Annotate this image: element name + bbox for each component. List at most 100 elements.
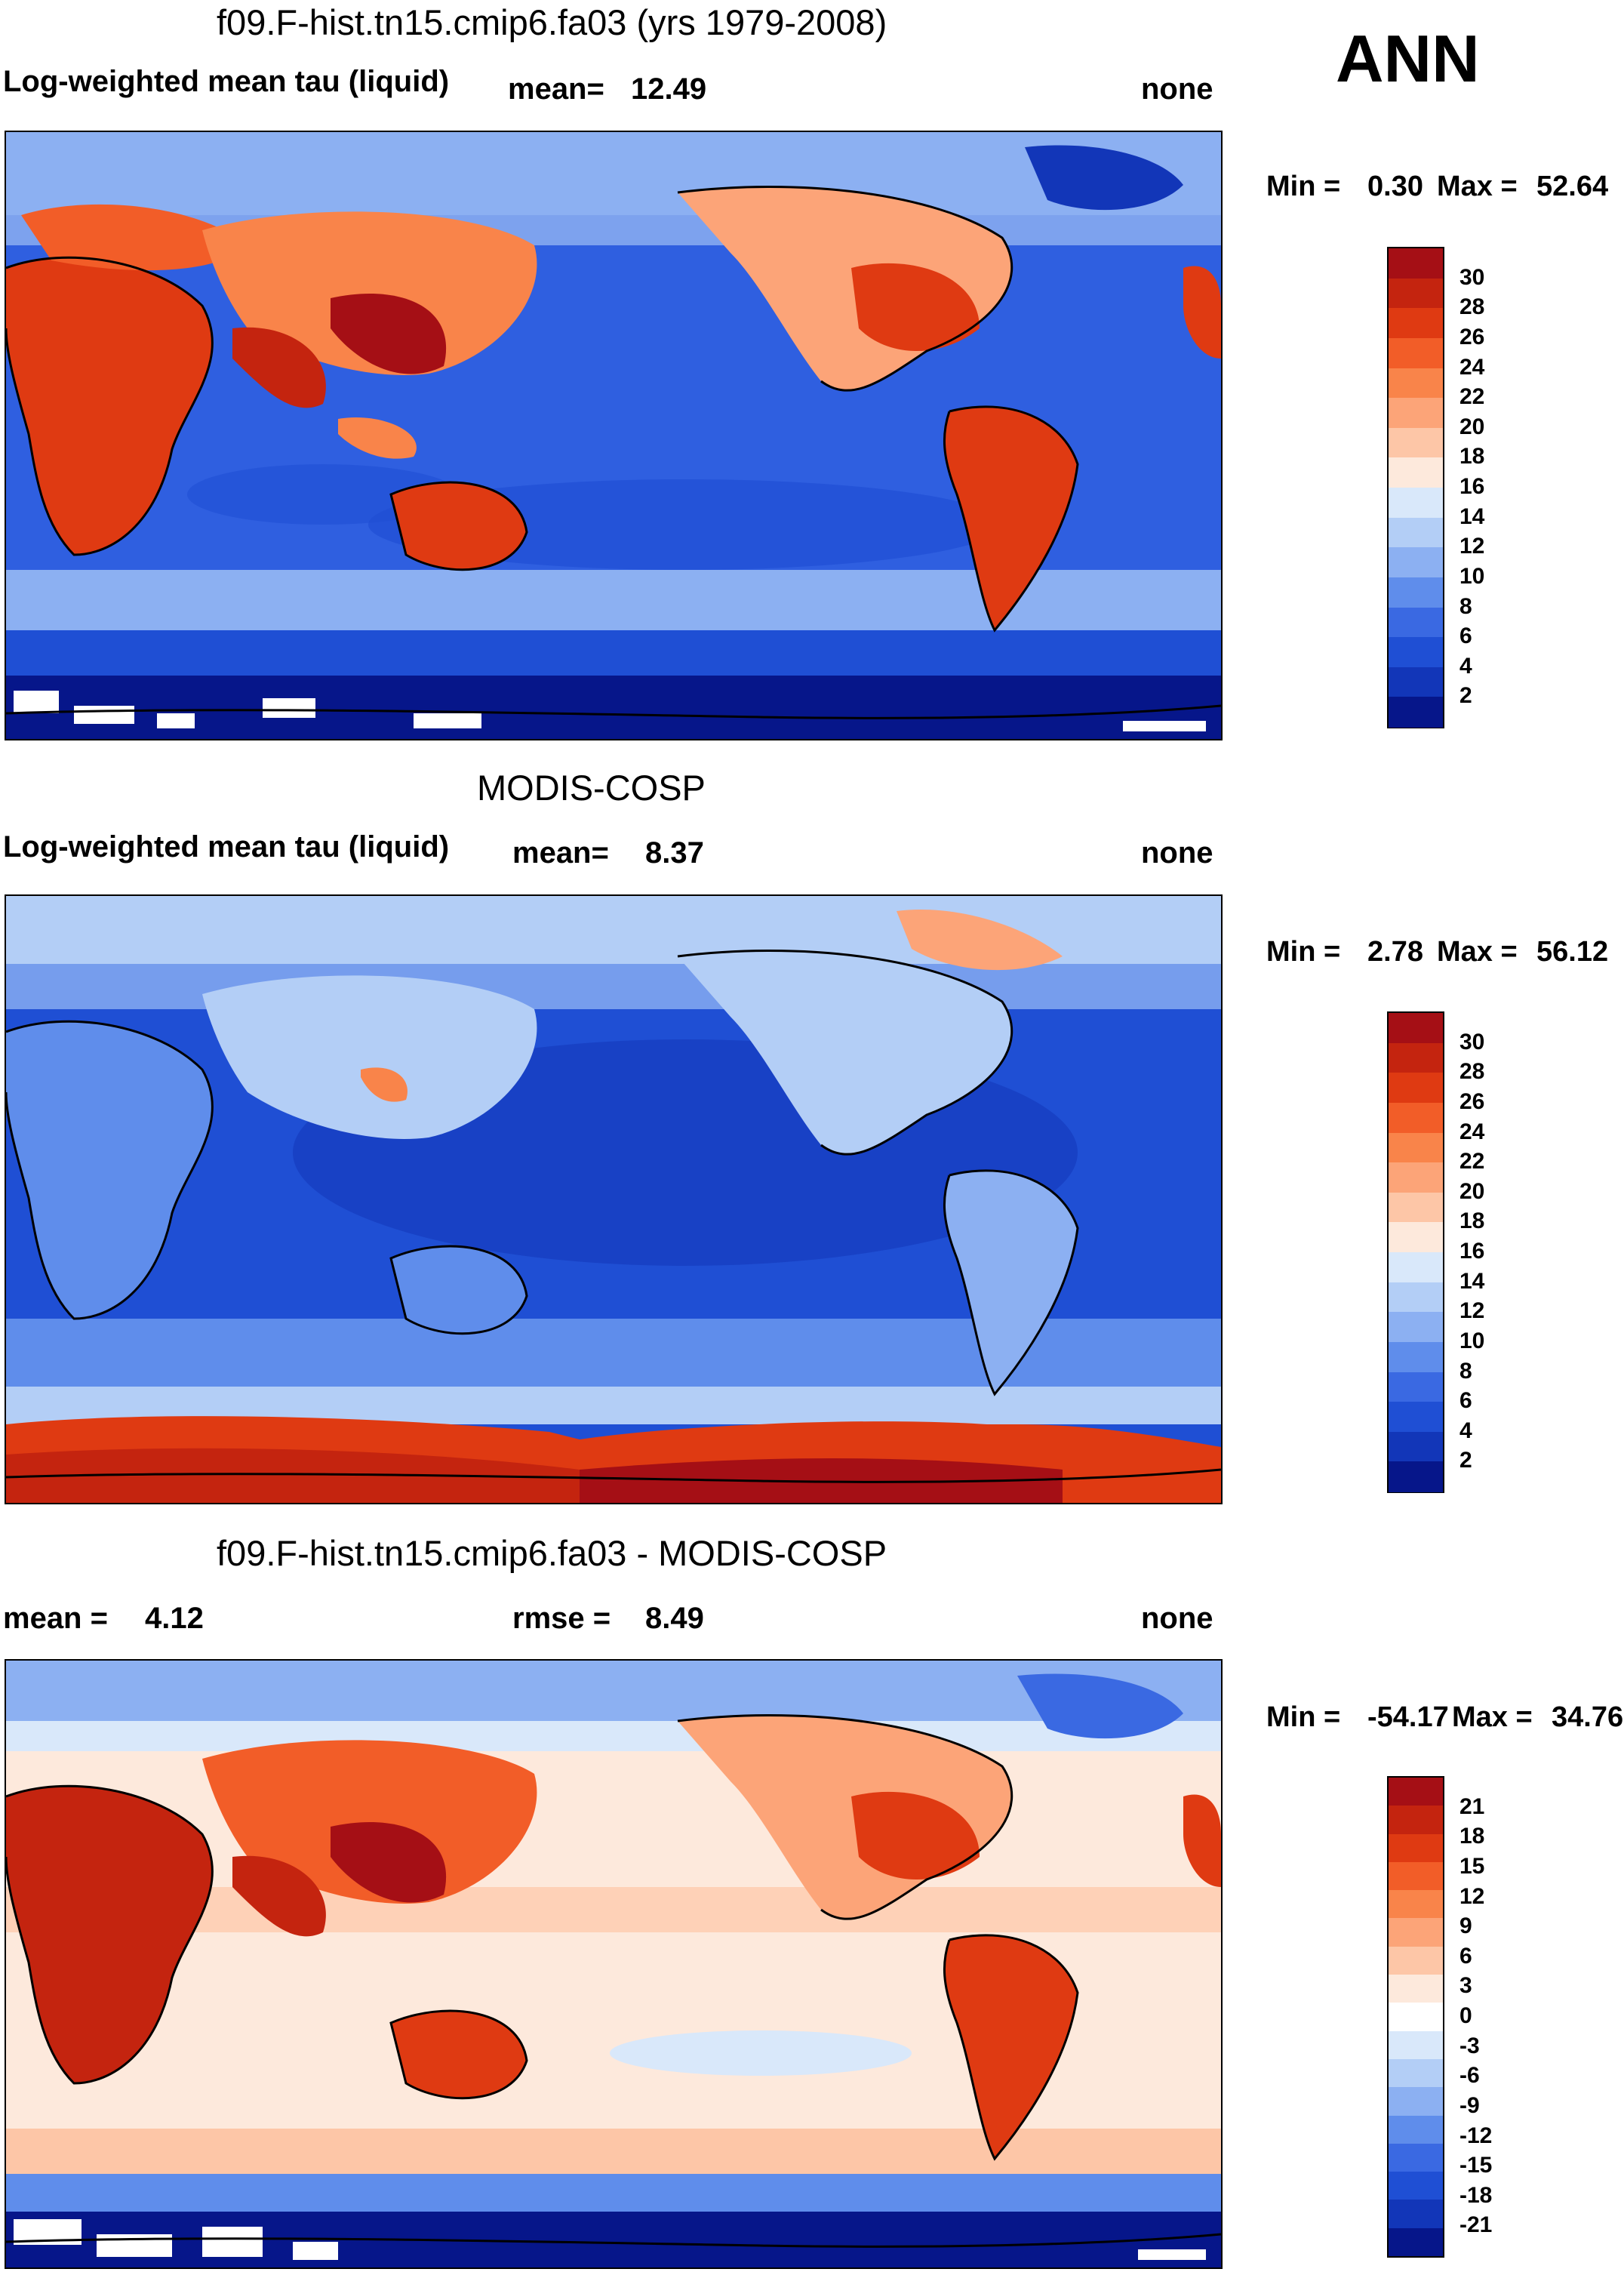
- colorbar-tick-label: 15: [1459, 1853, 1485, 1879]
- mean-value: 8.37: [645, 836, 704, 870]
- max-value: 56.12: [1536, 936, 1609, 968]
- colorbar-segment: [1389, 1222, 1443, 1253]
- colorbar-segment: [1389, 577, 1443, 608]
- colorbar-segment: [1389, 368, 1443, 399]
- colorbar-tick-label: 8: [1459, 593, 1472, 619]
- colorbar-tick-label: 2: [1459, 1448, 1472, 1473]
- colorbar-segment: [1389, 607, 1443, 638]
- map-model: [5, 131, 1223, 740]
- colorbar-segment: [1389, 1312, 1443, 1343]
- colorbar-segment: [1389, 1102, 1443, 1133]
- colorbar-tick-label: 16: [1459, 1239, 1485, 1264]
- variable-label: Log-weighted mean tau (liquid): [3, 830, 450, 864]
- colorbar-tick-label: -9: [1459, 2092, 1480, 2118]
- colorbar-tick-label: -3: [1459, 2033, 1480, 2058]
- colorbar-segment: [1389, 1402, 1443, 1433]
- colorbar-segment: [1389, 1806, 1443, 1835]
- colorbar-segment: [1389, 2087, 1443, 2117]
- colorbar-segment: [1389, 488, 1443, 519]
- min-value: 2.78: [1367, 936, 1423, 968]
- colorbar-segment: [1389, 1073, 1443, 1104]
- colorbar-tick-label: 30: [1459, 1029, 1485, 1054]
- colorbar-segment: [1389, 2143, 1443, 2172]
- colorbar-obs: [1387, 1011, 1444, 1493]
- colorbar-tick-label: 0: [1459, 2003, 1472, 2028]
- colorbar-tick-label: 20: [1459, 414, 1485, 439]
- colorbar-segment: [1389, 2115, 1443, 2144]
- colorbar-tick-label: 16: [1459, 474, 1485, 499]
- colorbar-segment: [1389, 1778, 1443, 1806]
- variable-label: Log-weighted mean tau (liquid): [3, 65, 450, 98]
- season-label: ANN: [1336, 21, 1480, 96]
- colorbar-segment: [1389, 427, 1443, 458]
- colorbar-tick-label: 18: [1459, 1824, 1485, 1849]
- panel-title: MODIS-COSP: [477, 768, 706, 808]
- panel-title: f09.F-hist.tn15.cmip6.fa03 (yrs 1979-200…: [217, 2, 887, 42]
- colorbar-tick-label: 8: [1459, 1358, 1472, 1384]
- colorbar-segment: [1389, 1192, 1443, 1223]
- colorbar-tick-label: -6: [1459, 2063, 1480, 2089]
- colorbar-tick-label: 2: [1459, 683, 1472, 709]
- rmse-label: rmse =: [512, 1602, 611, 1635]
- colorbar-segment: [1389, 2003, 1443, 2032]
- colorbar-tick-label: 24: [1459, 1119, 1485, 1144]
- colorbar-tick-label: 9: [1459, 1913, 1472, 1939]
- colorbar-tick-label: 6: [1459, 1388, 1472, 1414]
- colorbar-segment: [1389, 1890, 1443, 1919]
- colorbar-tick-label: -21: [1459, 2212, 1493, 2238]
- colorbar-tick-label: -18: [1459, 2182, 1493, 2208]
- colorbar-tick-label: 26: [1459, 324, 1485, 349]
- mean-value: 12.49: [631, 72, 707, 106]
- colorbar-segment: [1389, 278, 1443, 309]
- colorbar-segment: [1389, 667, 1443, 697]
- colorbar-segment: [1389, 398, 1443, 429]
- colorbar-diff: [1387, 1776, 1444, 2258]
- colorbar-segment: [1389, 2030, 1443, 2060]
- colorbar-segment: [1389, 1861, 1443, 1891]
- colorbar-segment: [1389, 2058, 1443, 2088]
- mean-label: mean =: [3, 1602, 108, 1635]
- colorbar-tick-label: 30: [1459, 264, 1485, 290]
- colorbar-tick-label: 3: [1459, 1973, 1472, 1999]
- panel-title: f09.F-hist.tn15.cmip6.fa03 - MODIS-COSP: [217, 1533, 887, 1573]
- map-obs: [5, 894, 1223, 1504]
- colorbar-tick-label: 20: [1459, 1178, 1485, 1204]
- colorbar-tick-label: -15: [1459, 2153, 1493, 2178]
- colorbar-segment: [1389, 308, 1443, 339]
- colorbar-tick-label: 4: [1459, 653, 1472, 679]
- colorbar-tick-label: 6: [1459, 623, 1472, 649]
- mean-label: mean=: [512, 836, 609, 870]
- colorbar-tick-label: 22: [1459, 1149, 1485, 1174]
- colorbar-model: [1387, 247, 1444, 728]
- colorbar-segment: [1389, 1282, 1443, 1313]
- colorbar-segment: [1389, 1013, 1443, 1044]
- colorbar-tick-label: 18: [1459, 444, 1485, 469]
- colorbar-segment: [1389, 1918, 1443, 1947]
- colorbar-segment: [1389, 637, 1443, 668]
- colorbar-tick-label: 28: [1459, 1059, 1485, 1085]
- colorbar-segment: [1389, 2200, 1443, 2229]
- colorbar-segment: [1389, 1252, 1443, 1283]
- colorbar-tick-label: 24: [1459, 354, 1485, 380]
- colorbar-segment: [1389, 1975, 1443, 2003]
- colorbar-tick-label: 28: [1459, 294, 1485, 320]
- colorbar-segment: [1389, 1833, 1443, 1863]
- colorbar-tick-label: 18: [1459, 1208, 1485, 1234]
- colorbar-tick-label: 10: [1459, 563, 1485, 589]
- colorbar-segment: [1389, 1946, 1443, 1975]
- colorbar-segment: [1389, 1461, 1443, 1492]
- min-label: Min =: [1266, 1701, 1341, 1733]
- colorbar-tick-label: 12: [1459, 1883, 1485, 1909]
- colorbar-tick-label: 4: [1459, 1418, 1472, 1443]
- min-value: 0.30: [1367, 171, 1423, 202]
- colorbar-tick-label: 6: [1459, 1943, 1472, 1969]
- min-label: Min =: [1266, 171, 1341, 202]
- colorbar-segment: [1389, 248, 1443, 279]
- colorbar-segment: [1389, 2172, 1443, 2200]
- units-label: none: [1141, 836, 1213, 870]
- colorbar-segment: [1389, 1341, 1443, 1372]
- colorbar-segment: [1389, 2227, 1443, 2257]
- min-value: -54.17: [1367, 1701, 1449, 1733]
- colorbar-segment: [1389, 1162, 1443, 1193]
- colorbar-tick-label: 21: [1459, 1793, 1485, 1819]
